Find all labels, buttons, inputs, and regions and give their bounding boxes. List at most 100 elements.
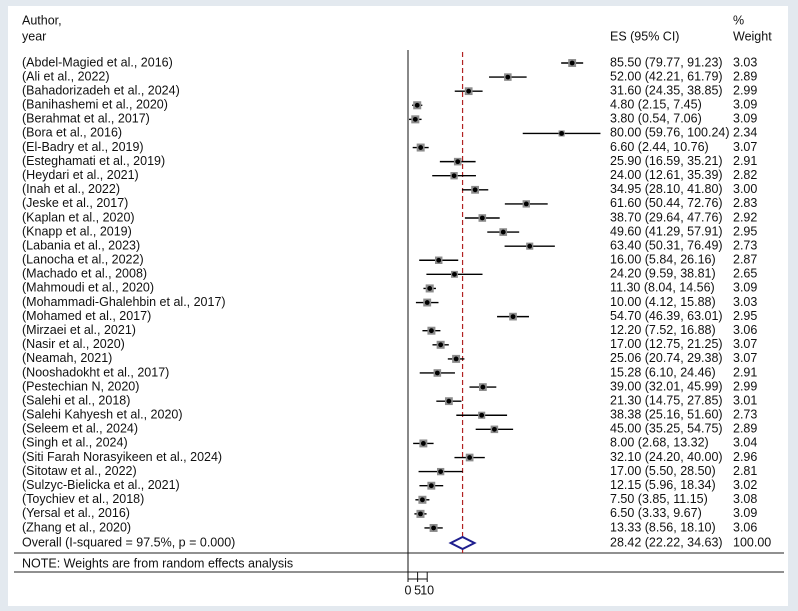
pct-header: % bbox=[733, 13, 744, 27]
x-tick-label: 10 bbox=[420, 583, 434, 597]
study-name: (Mirzaei et al., 2021) bbox=[22, 323, 136, 337]
study-name: (Nooshadokht et al., 2017) bbox=[22, 365, 169, 379]
ci-label: 32.10 (24.20, 40.00) bbox=[610, 450, 723, 464]
weight-label: 3.09 bbox=[733, 112, 757, 126]
point-estimate bbox=[431, 525, 436, 531]
weight-label: 2.87 bbox=[733, 253, 757, 267]
point-estimate bbox=[429, 328, 434, 334]
study-name: (Bahadorizadeh et al., 2024) bbox=[22, 83, 180, 97]
weight-label: 2.96 bbox=[733, 450, 757, 464]
weight-label: 2.99 bbox=[733, 83, 757, 97]
weight-label: 3.07 bbox=[733, 351, 757, 365]
study-name: (Neamah, 2021) bbox=[22, 351, 112, 365]
study-name: (Berahmat et al., 2017) bbox=[22, 112, 150, 126]
point-estimate bbox=[418, 145, 424, 150]
study-name: (Salehi Kahyesh et al., 2020) bbox=[22, 408, 183, 422]
weight-label: 2.95 bbox=[733, 309, 757, 323]
weight-label: 2.82 bbox=[733, 168, 757, 182]
ci-label: 11.30 (8.04, 14.56) bbox=[610, 281, 715, 295]
weight-label: 2.34 bbox=[733, 126, 757, 140]
point-estimate bbox=[479, 215, 485, 221]
study-name: (Inah et al., 2022) bbox=[22, 182, 120, 196]
weight-label: 2.95 bbox=[733, 224, 757, 238]
point-estimate bbox=[446, 398, 452, 404]
study-name: (Zhang et al., 2020) bbox=[22, 520, 131, 534]
weight-label: 2.89 bbox=[733, 422, 757, 436]
ci-label: 24.20 (9.59, 38.81) bbox=[610, 267, 716, 281]
note: NOTE: Weights are from random effects an… bbox=[22, 556, 293, 570]
study-name: (Jeske et al., 2017) bbox=[22, 196, 128, 210]
weight-label: 2.83 bbox=[733, 196, 757, 210]
weight-label: 3.08 bbox=[733, 492, 757, 506]
ci-label: 16.00 (5.84, 26.16) bbox=[610, 253, 716, 267]
point-estimate bbox=[467, 455, 473, 460]
point-estimate bbox=[420, 441, 426, 446]
point-estimate bbox=[436, 257, 442, 263]
overall-diamond bbox=[448, 535, 477, 551]
x-tick-label: 5 bbox=[414, 583, 421, 597]
study-name: (Knapp et al., 2019) bbox=[22, 224, 132, 238]
point-estimate bbox=[505, 74, 511, 80]
ci-label: 6.50 (3.33, 9.67) bbox=[610, 506, 702, 520]
es-header: ES (95% CI) bbox=[610, 29, 679, 43]
point-estimate bbox=[472, 187, 478, 193]
point-estimate bbox=[500, 229, 506, 235]
weight-label: 3.09 bbox=[733, 98, 757, 112]
study-name: (Lanocha et al., 2022) bbox=[22, 253, 144, 267]
point-estimate bbox=[527, 243, 533, 249]
ci-label: 38.70 (29.64, 47.76) bbox=[610, 210, 723, 224]
weight-label: 2.73 bbox=[733, 238, 757, 252]
overall-ci-label: 28.42 (22.22, 34.63) bbox=[610, 535, 723, 549]
point-estimate bbox=[453, 356, 459, 362]
study-name: (Singh et al., 2024) bbox=[22, 436, 128, 450]
weight-label: 2.91 bbox=[733, 365, 757, 379]
study-name: (Mohammadi-Ghalehbin et al., 2017) bbox=[22, 295, 226, 309]
point-estimate bbox=[418, 511, 423, 517]
study-name: (Bora et al., 2016) bbox=[22, 126, 122, 140]
point-estimate bbox=[420, 497, 425, 503]
ci-label: 54.70 (46.39, 63.01) bbox=[610, 309, 723, 323]
ci-label: 45.00 (35.25, 54.75) bbox=[610, 422, 723, 436]
point-estimate bbox=[451, 173, 457, 179]
weight-label: 3.06 bbox=[733, 323, 757, 337]
point-estimate bbox=[492, 426, 497, 432]
weight-header: Weight bbox=[733, 29, 772, 43]
ci-label: 25.90 (16.59, 35.21) bbox=[610, 154, 723, 168]
weight-label: 3.09 bbox=[733, 281, 757, 295]
ci-label: 7.50 (3.85, 11.15) bbox=[610, 492, 708, 506]
ci-label: 3.80 (0.54, 7.06) bbox=[610, 112, 702, 126]
ci-label: 61.60 (50.44, 72.76) bbox=[610, 196, 723, 210]
study-name: (Labania et al., 2023) bbox=[22, 238, 140, 252]
point-estimate bbox=[559, 131, 564, 136]
ci-label: 31.60 (24.35, 38.85) bbox=[610, 83, 723, 97]
ci-label: 12.15 (5.96, 18.34) bbox=[610, 478, 716, 492]
study-name: (Esteghamati et al., 2019) bbox=[22, 154, 165, 168]
ci-label: 25.06 (20.74, 29.38) bbox=[610, 351, 723, 365]
ci-label: 49.60 (41.29, 57.91) bbox=[610, 224, 723, 238]
weight-label: 2.99 bbox=[733, 379, 757, 393]
author-header: Author, bbox=[22, 13, 62, 27]
ci-label: 21.30 (14.75, 27.85) bbox=[610, 393, 723, 407]
point-estimate bbox=[438, 342, 444, 348]
study-name: (Machado et al., 2008) bbox=[22, 267, 147, 281]
overall-name: Overall (I-squared = 97.5%, p = 0.000) bbox=[22, 535, 235, 549]
year-header: year bbox=[22, 29, 46, 43]
weight-label: 2.65 bbox=[733, 267, 757, 281]
ci-label: 24.00 (12.61, 35.39) bbox=[610, 168, 723, 182]
ci-label: 80.00 (59.76, 100.24) bbox=[610, 126, 730, 140]
point-estimate bbox=[438, 469, 444, 475]
ci-label: 15.28 (6.10, 24.46) bbox=[610, 365, 716, 379]
weight-label: 3.07 bbox=[733, 140, 757, 154]
weight-label: 3.09 bbox=[733, 506, 757, 520]
weight-label: 2.91 bbox=[733, 154, 757, 168]
study-name: (Salehi et al., 2018) bbox=[22, 393, 130, 407]
study-name: (Banihashemi et al., 2020) bbox=[22, 98, 168, 112]
study-name: (Ali et al., 2022) bbox=[22, 69, 110, 83]
ci-label: 4.80 (2.15, 7.45) bbox=[610, 98, 702, 112]
study-name: (Siti Farah Norasyikeen et al., 2024) bbox=[22, 450, 222, 464]
weight-label: 2.92 bbox=[733, 210, 757, 224]
study-name: (Sitotaw et al., 2022) bbox=[22, 464, 137, 478]
study-name: (Yersal et al., 2016) bbox=[22, 506, 130, 520]
point-estimate bbox=[412, 116, 418, 122]
